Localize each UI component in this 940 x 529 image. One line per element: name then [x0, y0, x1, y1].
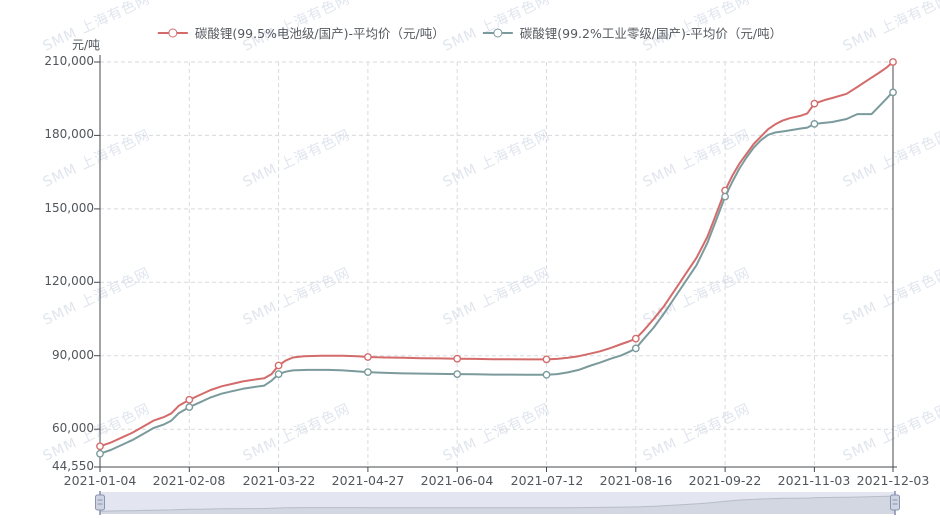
datazoom-left-handle[interactable] — [95, 491, 105, 515]
line-marker-icon — [157, 28, 188, 37]
handle-grip-icon[interactable] — [890, 494, 900, 511]
data-point-marker[interactable] — [274, 370, 283, 378]
line-marker-icon — [482, 28, 513, 37]
circle-marker-icon — [493, 28, 503, 37]
data-point-marker[interactable] — [810, 120, 819, 128]
data-point-marker[interactable] — [453, 354, 462, 363]
data-point-marker[interactable] — [185, 395, 194, 404]
data-point-marker[interactable] — [889, 58, 897, 66]
data-point-marker[interactable] — [889, 88, 897, 97]
data-point-marker[interactable] — [453, 370, 462, 378]
handle-grip-icon[interactable] — [95, 494, 105, 511]
data-point-marker[interactable] — [363, 368, 372, 376]
series-line-0[interactable] — [99, 61, 894, 448]
data-point-marker[interactable] — [185, 403, 194, 411]
datazoom-shadow-area — [100, 496, 895, 514]
circle-marker-icon — [168, 28, 178, 37]
data-point-marker[interactable] — [542, 355, 551, 364]
data-point-marker[interactable] — [631, 334, 640, 343]
data-point-marker[interactable] — [363, 353, 372, 361]
series-line-1[interactable] — [99, 91, 894, 455]
data-point-marker[interactable] — [274, 361, 283, 370]
series-markers-1 — [96, 88, 897, 458]
legend-label: 碳酸锂(99.5%电池级/国产)-平均价（元/吨） — [194, 26, 445, 41]
data-point-marker[interactable] — [542, 370, 551, 379]
series-markers-0 — [96, 58, 897, 451]
legend-label: 碳酸锂(99.2%工业零级/国产)-平均价（元/吨） — [519, 26, 783, 41]
data-point-marker[interactable] — [96, 442, 104, 451]
data-point-marker[interactable] — [631, 344, 640, 353]
data-point-marker[interactable] — [810, 99, 819, 108]
datazoom-shadow-line — [99, 495, 896, 512]
data-point-marker[interactable] — [96, 449, 104, 458]
legend-item-battery-grade[interactable]: 碳酸锂(99.5%电池级/国产)-平均价（元/吨） — [157, 23, 445, 42]
datazoom-slider[interactable] — [95, 491, 900, 515]
data-point-marker[interactable] — [721, 192, 729, 201]
legend: 碳酸锂(99.5%电池级/国产)-平均价（元/吨） 碳酸锂(99.2%工业零级/… — [157, 23, 783, 42]
axes — [94, 55, 897, 472]
datazoom-right-handle[interactable] — [890, 491, 900, 515]
legend-item-industrial-grade[interactable]: 碳酸锂(99.2%工业零级/国产)-平均价（元/吨） — [482, 23, 783, 42]
gridlines — [100, 61, 894, 467]
